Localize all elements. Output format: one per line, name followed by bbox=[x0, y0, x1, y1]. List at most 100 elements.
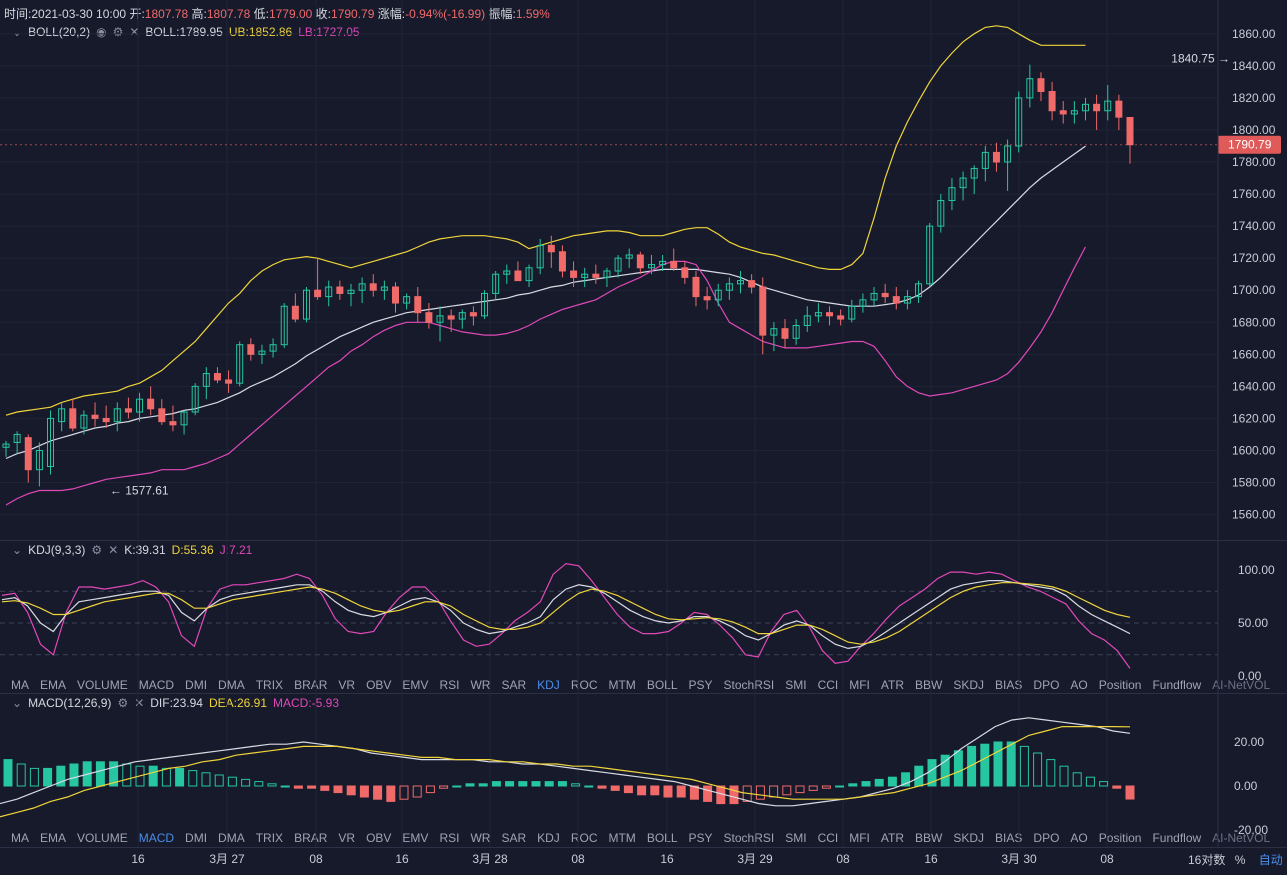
indicator-tab-atr[interactable]: ATR bbox=[880, 831, 905, 845]
macd-legend: ⌄ MACD(12,26,9) ⚙ ✕ DIF:23.94 DEA:26.91 … bbox=[12, 696, 339, 710]
settings-icon[interactable]: ⚙ bbox=[112, 25, 124, 39]
indicator-tab-mtm[interactable]: MTM bbox=[608, 831, 636, 845]
indicator-tab-dpo[interactable]: DPO bbox=[1033, 678, 1060, 692]
indicator-tab-rsi[interactable]: RSI bbox=[439, 678, 460, 692]
indicator-tab-skdj[interactable]: SKDJ bbox=[953, 678, 985, 692]
indicator-tab-stochrsi[interactable]: StochRSI bbox=[723, 678, 775, 692]
collapse-chevron-icon[interactable]: ⌄ bbox=[12, 696, 23, 710]
indicator-tab-fundflow[interactable]: Fundflow bbox=[1152, 678, 1202, 692]
indicator-tab-roc[interactable]: ROC bbox=[570, 831, 598, 845]
indicator-tab-vr[interactable]: VR bbox=[338, 831, 356, 845]
eye-icon[interactable]: ◉ bbox=[96, 25, 107, 39]
indicator-tab-brar[interactable]: BRAR bbox=[294, 831, 328, 845]
macd-dif-value: DIF:23.94 bbox=[150, 696, 203, 710]
indicator-tab-emv[interactable]: EMV bbox=[402, 678, 429, 692]
percent-toggle[interactable]: % bbox=[1234, 853, 1246, 867]
indicator-tab-macd[interactable]: MACD bbox=[138, 831, 175, 845]
indicator-tab-ao[interactable]: AO bbox=[1070, 831, 1088, 845]
collapse-chevron-icon[interactable]: ⌄ bbox=[12, 25, 23, 39]
scale-controls: 16对数 % 自动 bbox=[1188, 851, 1283, 868]
candle-body bbox=[970, 167, 978, 179]
close-icon[interactable]: ✕ bbox=[108, 543, 119, 557]
candle-body bbox=[314, 289, 322, 298]
indicator-tab-cci[interactable]: CCI bbox=[817, 678, 839, 692]
indicator-tab-trix[interactable]: TRIX bbox=[255, 678, 284, 692]
indicator-tab-position[interactable]: Position bbox=[1098, 678, 1142, 692]
indicator-tab-dmi[interactable]: DMI bbox=[185, 831, 208, 845]
indicator-tab-atr[interactable]: ATR bbox=[880, 678, 905, 692]
indicator-tab-dmi[interactable]: DMI bbox=[185, 678, 208, 692]
indicator-tab-psy[interactable]: PSY bbox=[688, 831, 713, 845]
indicator-tab-ai-netvol[interactable]: AI-NetVOL bbox=[1212, 831, 1271, 845]
indicator-tab-fundflow[interactable]: Fundflow bbox=[1152, 831, 1202, 845]
indicator-tab-boll[interactable]: BOLL bbox=[646, 678, 678, 692]
indicator-tab-mtm[interactable]: MTM bbox=[608, 678, 636, 692]
indicator-tab-emv[interactable]: EMV bbox=[402, 831, 429, 845]
macd-histogram-bar bbox=[769, 785, 779, 798]
macd-histogram-bar bbox=[940, 754, 950, 787]
indicator-tab-ai-netvol[interactable]: AI-NetVOL bbox=[1212, 678, 1271, 692]
indicator-tab-obv[interactable]: OBV bbox=[366, 831, 392, 845]
indicator-tab-bbw[interactable]: BBW bbox=[915, 831, 943, 845]
indicator-tab-bias[interactable]: BIAS bbox=[995, 678, 1023, 692]
candle-body bbox=[291, 305, 299, 320]
collapse-chevron-icon[interactable]: ⌄ bbox=[12, 543, 23, 557]
indicator-tab-bbw[interactable]: BBW bbox=[915, 678, 943, 692]
indicator-tab-cci[interactable]: CCI bbox=[817, 831, 839, 845]
macd-histogram-bar bbox=[901, 772, 911, 787]
macd-histogram-bar bbox=[148, 765, 158, 787]
indicator-tab-bias[interactable]: BIAS bbox=[995, 831, 1023, 845]
indicator-tab-wr[interactable]: WR bbox=[470, 678, 491, 692]
indicator-tab-ao[interactable]: AO bbox=[1070, 678, 1088, 692]
indicator-tab-volume[interactable]: VOLUME bbox=[77, 678, 128, 692]
candle-body bbox=[191, 385, 199, 413]
close-icon[interactable]: ✕ bbox=[129, 25, 140, 39]
indicator-tab-trix[interactable]: TRIX bbox=[255, 831, 284, 845]
macd-histogram-bar bbox=[465, 783, 475, 787]
indicator-tab-roc[interactable]: ROC bbox=[570, 678, 598, 692]
candle-body bbox=[47, 417, 55, 468]
indicator-tab-dma[interactable]: DMA bbox=[218, 678, 245, 692]
indicator-tab-dpo[interactable]: DPO bbox=[1033, 831, 1060, 845]
settings-icon[interactable]: ⚙ bbox=[117, 696, 129, 710]
indicator-tab-smi[interactable]: SMI bbox=[785, 831, 807, 845]
indicator-tab-kdj[interactable]: KDJ bbox=[537, 831, 560, 845]
indicator-tab-rsi[interactable]: RSI bbox=[439, 831, 460, 845]
indicator-tab-stochrsi[interactable]: StochRSI bbox=[723, 831, 775, 845]
macd-histogram-bar bbox=[953, 750, 963, 787]
indicator-tab-mfi[interactable]: MFI bbox=[849, 678, 870, 692]
log-scale-toggle[interactable]: 16对数 bbox=[1188, 853, 1226, 867]
indicator-tab-wr[interactable]: WR bbox=[470, 831, 491, 845]
indicator-tab-skdj[interactable]: SKDJ bbox=[953, 831, 985, 845]
close-icon[interactable]: ✕ bbox=[134, 696, 145, 710]
candle-body bbox=[69, 408, 77, 429]
indicator-tab-smi[interactable]: SMI bbox=[785, 678, 807, 692]
auto-scale-toggle[interactable]: 自动 bbox=[1258, 853, 1283, 867]
indicator-tab-volume[interactable]: VOLUME bbox=[77, 831, 128, 845]
indicator-tab-vr[interactable]: VR bbox=[338, 678, 356, 692]
indicator-tab-ma[interactable]: MA bbox=[11, 831, 29, 845]
boll-mid-line bbox=[5, 145, 1086, 460]
indicator-tab-kdj[interactable]: KDJ bbox=[537, 678, 560, 692]
indicator-tab-dma[interactable]: DMA bbox=[218, 831, 245, 845]
macd-histogram-bar bbox=[241, 778, 251, 787]
indicator-tab-sar[interactable]: SAR bbox=[501, 678, 527, 692]
macd-histogram-bar bbox=[689, 785, 699, 800]
kdj-tick-label: 0.00 bbox=[1238, 669, 1262, 683]
indicator-tab-macd[interactable]: MACD bbox=[138, 678, 175, 692]
indicator-tab-mfi[interactable]: MFI bbox=[849, 831, 870, 845]
indicator-tab-ma[interactable]: MA bbox=[11, 678, 29, 692]
settings-icon[interactable]: ⚙ bbox=[91, 543, 103, 557]
indicator-tab-brar[interactable]: BRAR bbox=[294, 678, 328, 692]
indicator-tab-ema[interactable]: EMA bbox=[40, 678, 67, 692]
x-tick-label: 08 bbox=[1100, 852, 1114, 866]
indicator-tab-ema[interactable]: EMA bbox=[40, 831, 67, 845]
macd-histogram-bar bbox=[887, 776, 897, 787]
indicator-tab-sar[interactable]: SAR bbox=[501, 831, 527, 845]
indicator-tab-psy[interactable]: PSY bbox=[688, 678, 713, 692]
indicator-tab-obv[interactable]: OBV bbox=[366, 678, 392, 692]
indicator-tab-position[interactable]: Position bbox=[1098, 831, 1142, 845]
candle-body bbox=[1126, 117, 1134, 146]
indicator-tab-boll[interactable]: BOLL bbox=[646, 831, 678, 845]
